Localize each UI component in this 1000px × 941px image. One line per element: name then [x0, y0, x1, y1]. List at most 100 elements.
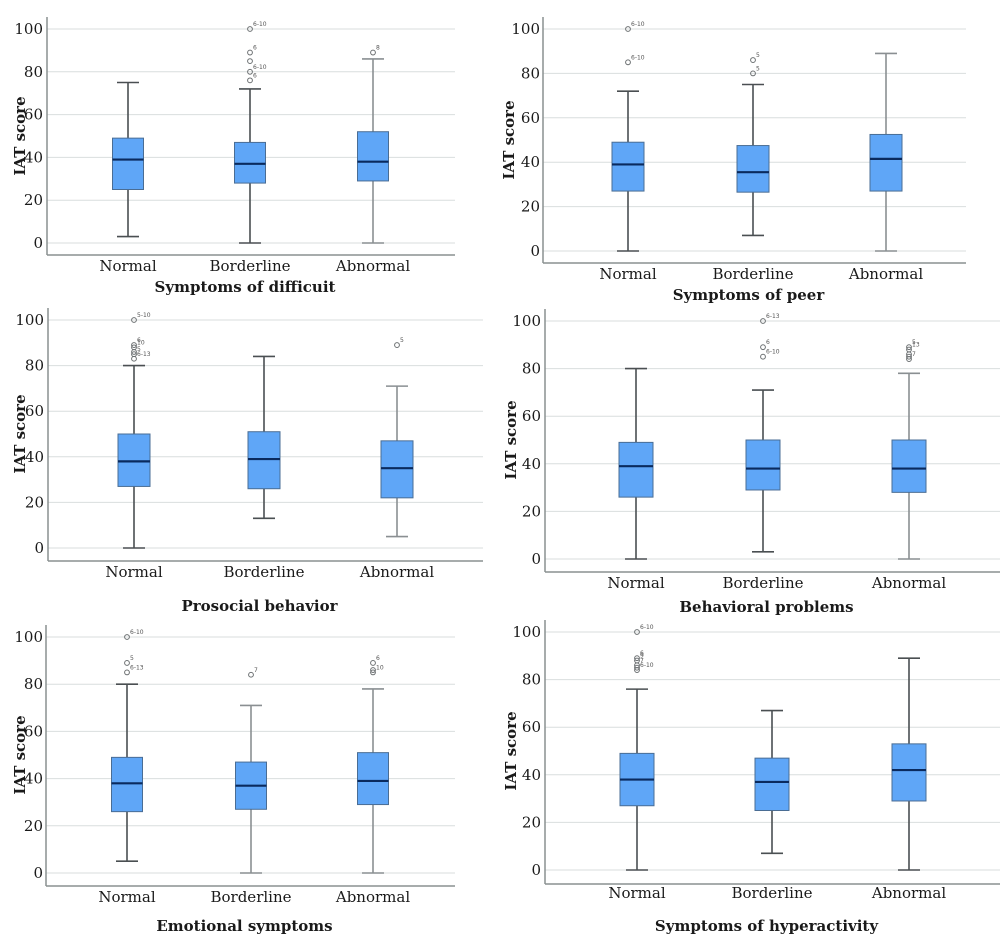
y-tick-label: 100 [512, 623, 541, 641]
outlier-point [131, 355, 137, 362]
y-tick-label: 80 [24, 675, 43, 693]
x-tick-label: Normal [98, 888, 155, 906]
outlier-label: 5 [400, 337, 404, 344]
outlier-point [370, 49, 376, 56]
outlier-point [247, 26, 253, 32]
y-tick-label: 80 [25, 357, 44, 375]
y-tick-label: 20 [24, 817, 43, 835]
box-group [891, 657, 927, 871]
y-tick-label: 40 [522, 455, 541, 473]
y-tick-label: 0 [33, 864, 43, 882]
outlier-point [634, 629, 640, 635]
y-tick-label: 0 [530, 242, 540, 260]
y-tick-label: 60 [522, 407, 541, 425]
y-tick-label: 100 [15, 311, 44, 329]
x-tick-label: Borderline [712, 265, 793, 283]
y-tick-label: 0 [33, 234, 43, 252]
outlier-label: 10 [137, 339, 145, 346]
outlier-point [247, 68, 253, 75]
box-group [247, 355, 281, 520]
x-tick-label: Normal [599, 265, 656, 283]
x-axis-title: Emotional symptoms [156, 917, 332, 935]
iqr-box [117, 433, 151, 487]
outlier-point [760, 344, 766, 351]
box-group: 6-10 5 6-13 [111, 629, 144, 863]
y-tick-label: 80 [522, 671, 541, 689]
outlier-point [906, 353, 912, 360]
iqr-box [357, 752, 389, 806]
y-axis-title: IAT score [11, 96, 29, 175]
x-tick-label: Abnormal [335, 888, 410, 906]
y-tick-label: 60 [25, 402, 44, 420]
outlier-point [247, 77, 253, 84]
outlier-label: 6-10 [640, 624, 654, 631]
outlier-point [370, 667, 376, 673]
x-tick-label: Normal [607, 574, 664, 592]
outlier-point [247, 49, 253, 56]
outlier-label: 6-10 [640, 662, 654, 669]
y-tick-label: 60 [521, 109, 540, 127]
outlier-label: 7 [254, 667, 258, 674]
y-tick-label: 100 [14, 20, 43, 38]
outlier-point [625, 26, 631, 32]
outlier-label: 9 [640, 653, 644, 660]
y-tick-label: 40 [522, 766, 541, 784]
outlier-label: 6-10 [253, 21, 267, 28]
boxplot-panel: 0 20 40 60 80 100 IAT score Normal Borderline Abn… [11, 308, 483, 615]
box-group: 7 [235, 667, 267, 874]
box-group: 513 7 [891, 339, 927, 560]
outlier-point [750, 70, 756, 77]
boxplot-panel: 0 20 40 60 80 100 IAT score Normal Borderline Abn… [502, 620, 1000, 935]
iqr-box [736, 145, 770, 193]
y-tick-label: 60 [24, 722, 43, 740]
outlier-point [124, 634, 130, 640]
outlier-point [634, 655, 640, 662]
outlier-point [625, 59, 631, 66]
y-axis-title: IAT score [11, 715, 29, 794]
box-group: 8 [357, 45, 389, 244]
y-axis-title: IAT score [502, 400, 520, 479]
y-axis-title: IAT score [500, 100, 518, 179]
outlier-label: 6-13 [137, 351, 151, 358]
y-tick-label: 20 [521, 198, 540, 216]
boxplot-panel: 0 20 40 60 80 100 IAT score Normal Borderline Abn… [502, 309, 1000, 616]
outlier-point [394, 342, 400, 348]
x-tick-label: Normal [608, 884, 665, 902]
y-tick-label: 20 [522, 502, 541, 520]
outlier-label: 5 [137, 346, 141, 353]
outlier-label: 6 [253, 72, 257, 79]
outlier-point [634, 664, 640, 671]
y-tick-label: 100 [14, 628, 43, 646]
outlier-label: 6-10 [253, 64, 267, 71]
x-axis-title: Symptoms of difficuit [155, 278, 336, 296]
box-group: 5 [380, 337, 414, 538]
outlier-label: 6 [640, 650, 644, 657]
x-tick-label: Abnormal [359, 563, 434, 581]
outlier-point [124, 660, 130, 666]
outlier-label: 6 [253, 45, 257, 52]
outlier-label: 8 [376, 45, 380, 52]
outlier-label: 7 [912, 351, 916, 358]
x-tick-label: Abnormal [335, 257, 410, 275]
iqr-box [611, 141, 645, 192]
x-axis-title: Symptoms of peer [673, 286, 826, 304]
x-tick-label: Abnormal [871, 884, 946, 902]
iqr-box [111, 756, 143, 813]
x-tick-label: Borderline [223, 563, 304, 581]
iqr-box [869, 133, 903, 192]
outlier-label: 5 [756, 52, 760, 59]
y-tick-label: 60 [522, 718, 541, 736]
iqr-box [754, 757, 790, 812]
iqr-box [380, 440, 414, 499]
boxplot-panel: 0 20 40 60 80 100 IAT score Normal Borderline Abn… [11, 625, 455, 935]
box-group [869, 52, 903, 252]
x-tick-label: Abnormal [848, 265, 923, 283]
y-tick-label: 40 [25, 448, 44, 466]
y-tick-label: 100 [512, 312, 541, 330]
iqr-box [357, 131, 389, 182]
outlier-point [634, 667, 640, 673]
x-tick-label: Borderline [209, 257, 290, 275]
outlier-label: 5 [756, 65, 760, 72]
iqr-box [618, 441, 654, 498]
